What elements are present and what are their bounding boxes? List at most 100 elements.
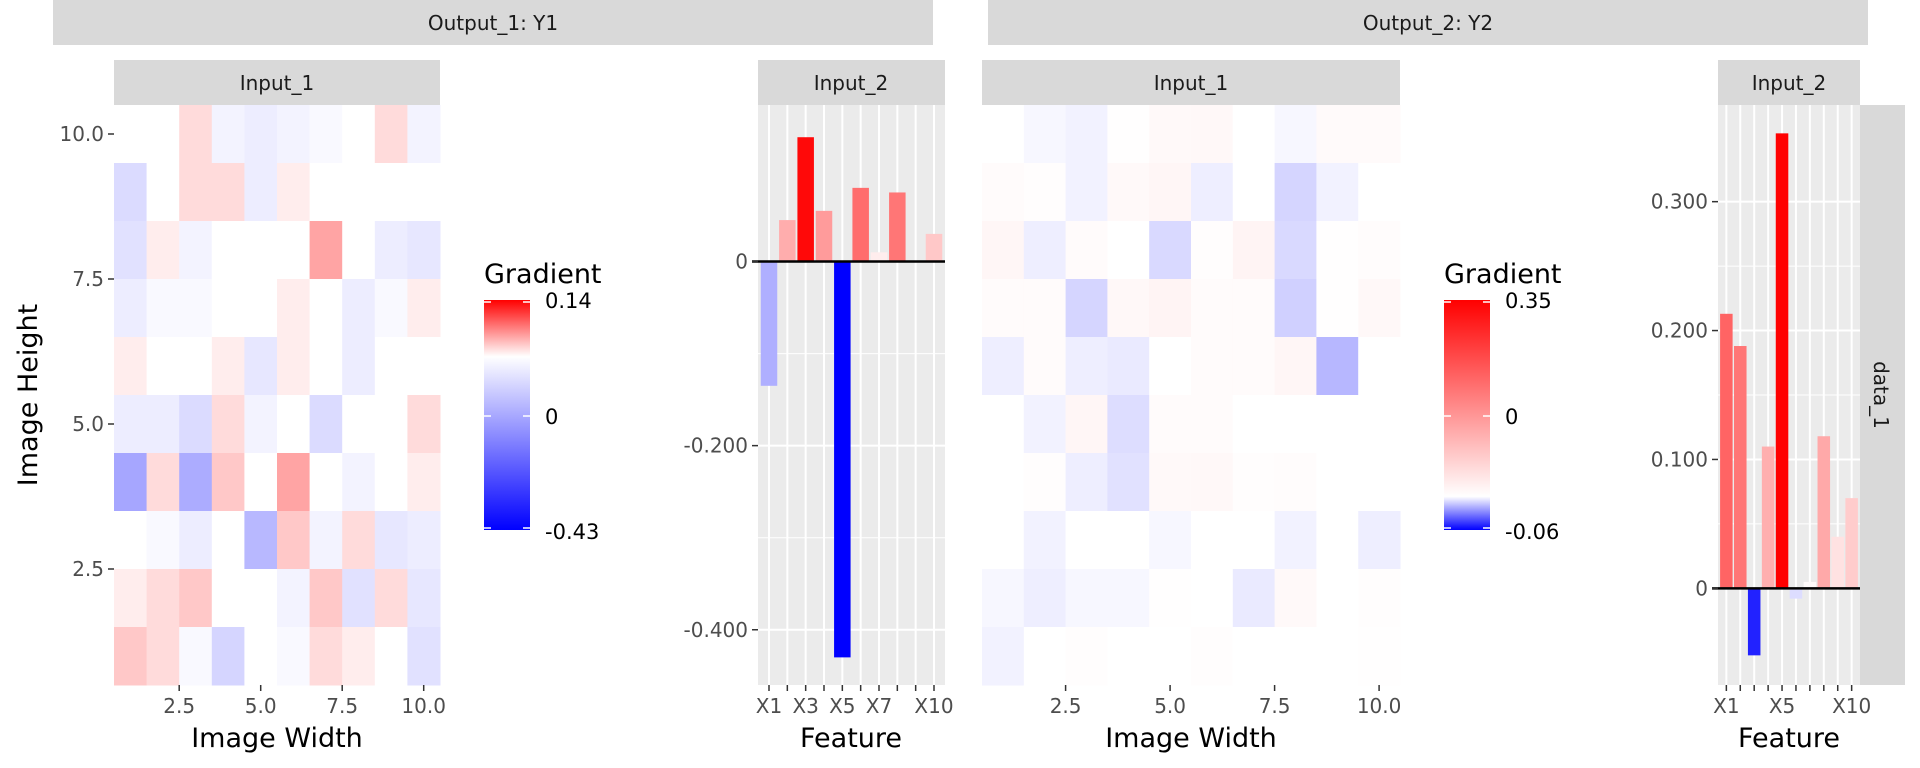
heatmap-cell	[1107, 337, 1150, 396]
heatmap-cell	[982, 453, 1025, 512]
x-tick-label: 7.5	[1259, 694, 1291, 718]
heatmap-cell	[982, 627, 1025, 686]
bar-x2	[779, 220, 796, 262]
heatmap-cell	[146, 221, 180, 280]
heatmap-cell	[1065, 395, 1108, 454]
heatmap-cell	[374, 337, 408, 396]
heatmap-cell	[211, 627, 245, 686]
heatmap-cell	[1149, 627, 1192, 686]
heatmap-cell	[1191, 279, 1234, 338]
heatmap-cell	[146, 395, 180, 454]
heatmap-cell	[407, 105, 441, 164]
heatmap-cell	[1274, 395, 1317, 454]
heatmap-cell	[1065, 569, 1108, 628]
heatmap-cell	[114, 627, 148, 686]
panel-strip-o1-input1	[114, 60, 440, 105]
heatmap-cell	[342, 105, 376, 164]
gradient-legend-output1: Gradient 0.14 0 -0.43	[484, 259, 602, 544]
heatmap-cell	[179, 569, 213, 628]
x-axis-title-output1-input1: Image Width	[191, 723, 363, 754]
heatmap-cell	[1274, 279, 1317, 338]
heatmap-cell	[407, 395, 441, 454]
heatmap-cell	[1274, 511, 1317, 570]
heatmap-cell	[982, 279, 1025, 338]
heatmap-cell	[982, 163, 1025, 222]
heatmap-cell	[1107, 569, 1150, 628]
panel-strip-o1-input2	[758, 60, 945, 105]
legend-title-output1: Gradient	[484, 259, 602, 290]
heatmap-panel-output1-input1: 2.5 5.0 7.5 10.0 10.0 7.5 5.0 2.5	[59, 105, 446, 718]
heatmap-cell	[1023, 395, 1067, 454]
heatmap-cell	[179, 337, 213, 396]
heatmap-cell	[1358, 221, 1401, 280]
panel-strip-o2-input1	[982, 60, 1400, 105]
bar-x2	[1734, 346, 1747, 589]
x-tick-label: 10.0	[401, 694, 446, 718]
heatmap-cell	[244, 627, 278, 686]
heatmap-cell	[277, 163, 311, 222]
heatmap-cell	[1274, 453, 1317, 512]
heatmap-cell	[982, 337, 1025, 396]
x-tick-label: X5	[829, 694, 855, 718]
heatmap-cell	[407, 221, 441, 280]
x-tick-label: X10	[914, 694, 953, 718]
heatmap-cell	[1065, 105, 1108, 164]
heatmap-cell	[146, 337, 180, 396]
heatmap-cell	[211, 395, 245, 454]
heatmap-cell	[114, 279, 148, 338]
heatmap-cell	[309, 453, 343, 512]
heatmap-cell	[1232, 453, 1276, 512]
legend-min-output2: -0.06	[1505, 520, 1559, 544]
heatmap-cell	[1316, 453, 1359, 512]
heatmap-cell	[374, 511, 408, 570]
x-axis-title-output1-input2: Feature	[800, 723, 902, 754]
y-tick-label: 0.300	[1651, 190, 1708, 214]
heatmap-cell	[1107, 279, 1150, 338]
heatmap-cell	[1232, 569, 1276, 628]
heatmap-cell	[1232, 279, 1276, 338]
heatmap-cell	[1316, 221, 1359, 280]
heatmap-cell	[1023, 337, 1067, 396]
heatmap-cell	[114, 163, 148, 222]
heatmap-cell	[1316, 105, 1359, 164]
x-tick-label: X1	[756, 694, 782, 718]
heatmap-cell	[277, 221, 311, 280]
legend-mid-output2: 0	[1505, 405, 1518, 429]
panel-background	[758, 105, 945, 685]
row-strip	[1860, 105, 1905, 685]
heatmap-cell	[309, 511, 343, 570]
bar-x7	[870, 252, 888, 262]
heatmap-cell	[1274, 569, 1317, 628]
heatmap-cell	[114, 337, 148, 396]
heatmap-cell	[1232, 221, 1276, 280]
heatmap-cell	[1065, 221, 1108, 280]
heatmap-cell	[211, 105, 245, 164]
heatmap-cell	[374, 453, 408, 512]
heatmap-cell	[114, 569, 148, 628]
heatmap-cell	[1023, 221, 1067, 280]
heatmap-cell	[1316, 569, 1359, 628]
heatmap-cell	[1107, 105, 1150, 164]
x-tick-label: 2.5	[163, 694, 195, 718]
heatmap-cell	[374, 279, 408, 338]
heatmap-cell	[342, 453, 376, 512]
heatmap-cell	[211, 279, 245, 338]
y-tick-label: -0.200	[684, 434, 748, 458]
heatmap-cell	[1149, 337, 1192, 396]
heatmap-cell	[374, 395, 408, 454]
heatmap-cell	[244, 221, 278, 280]
x-axis-title-output2-input1: Image Width	[1105, 723, 1277, 754]
legend-mid-output1: 0	[545, 405, 558, 429]
bar-x6	[852, 187, 869, 262]
heatmap-cell	[1358, 163, 1401, 222]
legend-max-output2: 0.35	[1505, 289, 1552, 313]
heatmap-cell	[407, 511, 441, 570]
heatmap-cell	[114, 221, 148, 280]
x-tick-label: 10.0	[1357, 694, 1402, 718]
bar-x6	[1789, 588, 1803, 599]
heatmap-cell	[277, 337, 311, 396]
bar-x7	[1803, 581, 1817, 589]
x-tick-label: X1	[1713, 694, 1739, 718]
heatmap-cell	[1191, 453, 1234, 512]
